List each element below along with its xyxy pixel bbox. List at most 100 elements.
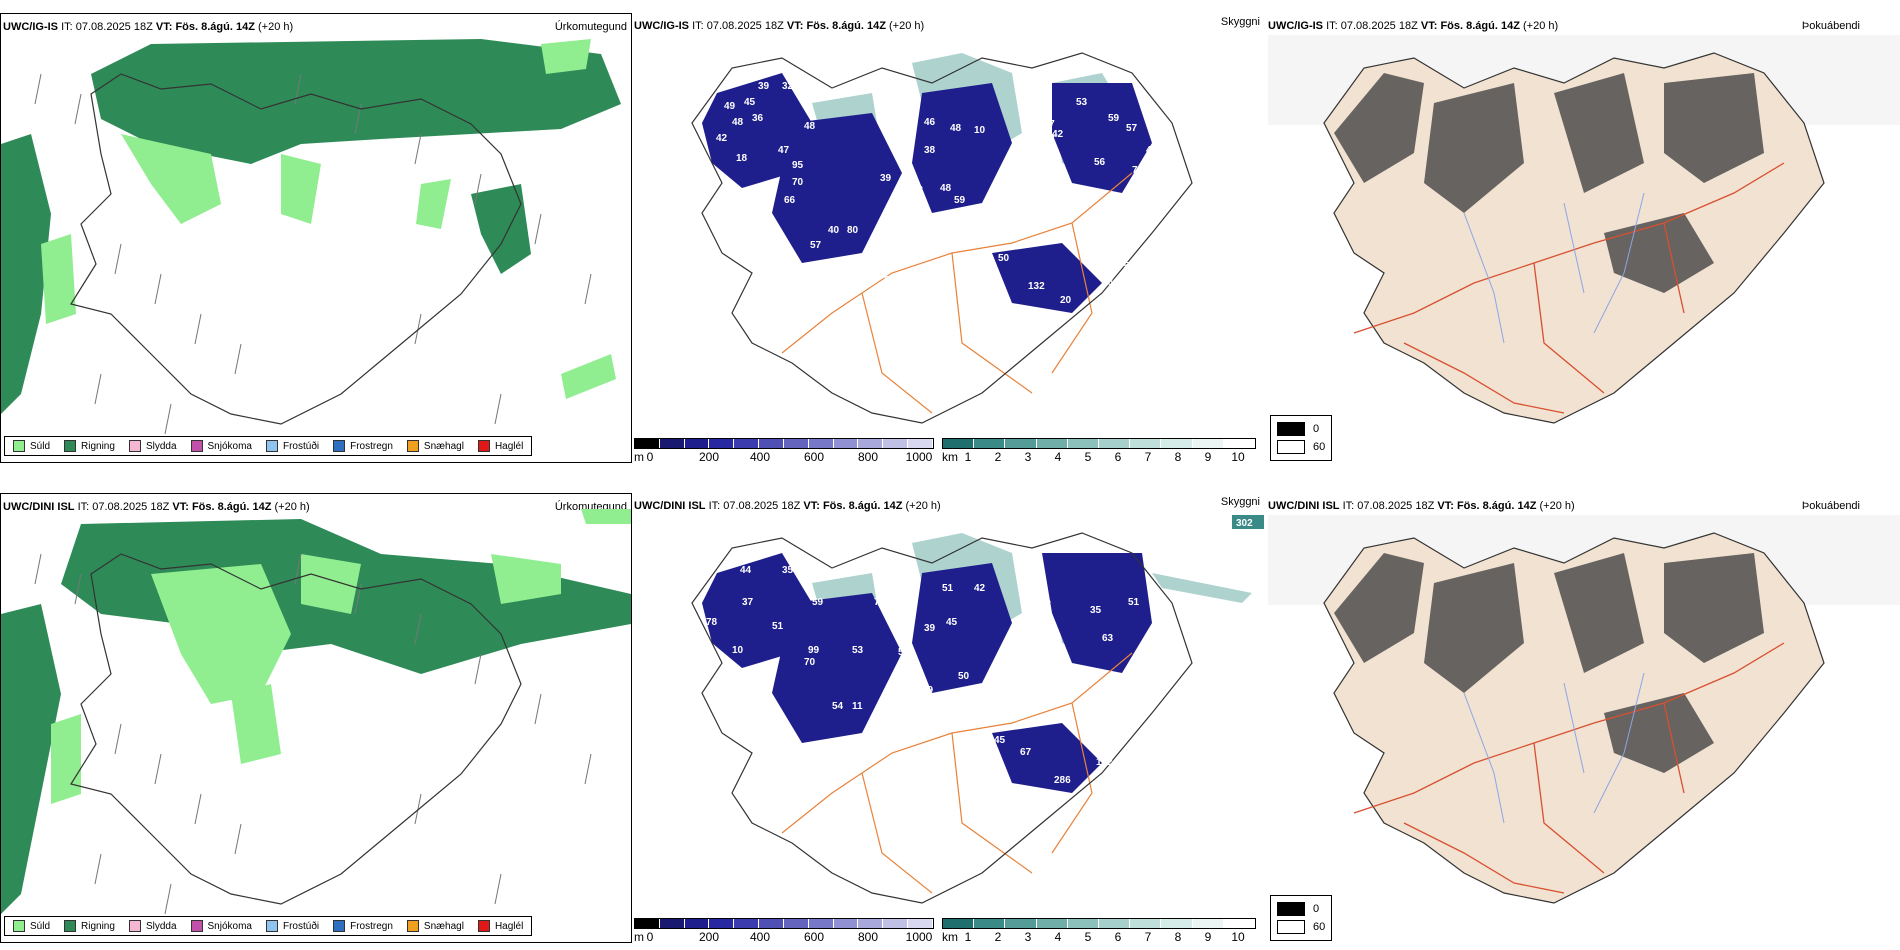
legend-item: Rigning <box>64 440 115 452</box>
color-swatch <box>1130 919 1162 928</box>
label: 32 <box>782 81 794 92</box>
label: Haglél <box>494 920 524 932</box>
panel-product-title: Skyggni <box>1220 16 1260 28</box>
label: IT: <box>1326 20 1338 32</box>
legend-item: Frostúði <box>265 440 319 452</box>
label: Súld <box>30 920 51 932</box>
legend-item: Frostregn <box>333 920 393 932</box>
color-swatch <box>808 439 834 448</box>
label: 70 <box>792 177 804 188</box>
colorbar-ticks: km 1 2 3 4 5 6 7 8 9 10 <box>942 929 1256 943</box>
label: 9 <box>1204 930 1212 943</box>
label: UWC/DINI ISL <box>1268 500 1340 512</box>
rain-areas <box>1 39 621 414</box>
label: 0 <box>646 450 654 463</box>
label: 9 <box>1204 450 1212 463</box>
label: 52 <box>896 699 908 710</box>
it-value: 07.08.2025 18Z <box>75 21 153 33</box>
fog-legend-item: 0 <box>1277 420 1325 438</box>
label: 4 <box>1054 930 1062 943</box>
label: 6 <box>1114 450 1122 463</box>
cloud-visibility-panel-row1: UWC/IG-IS IT: 07.08.2025 18Z VT: Fös. 8.… <box>632 13 1264 463</box>
cloud-base-areas <box>702 553 1152 793</box>
label: UWC/DINI ISL <box>3 501 75 513</box>
label: 36 <box>1026 581 1038 592</box>
color-swatch <box>1067 439 1100 448</box>
label: Snæhagl <box>423 920 464 932</box>
legend-item: Slydda <box>128 440 177 452</box>
rivers <box>1463 192 1645 344</box>
colorbar-ticks: km 1 2 3 4 5 6 7 8 9 10 <box>942 449 1256 463</box>
label: Rigning <box>81 920 115 932</box>
precip-type-panel-row1: UWC/IG-IS IT: 07.08.2025 18Z VT: Fös. 8.… <box>0 13 632 463</box>
label: 166 <box>942 211 959 222</box>
color-swatch <box>883 439 909 448</box>
label: VT: <box>786 20 804 32</box>
label: 56 <box>1094 157 1106 168</box>
label: 49 <box>724 101 736 112</box>
color-swatch <box>734 919 760 928</box>
label: 50 <box>882 261 894 272</box>
color-swatch <box>659 439 685 448</box>
label: Snæhagl <box>423 440 464 452</box>
label: Snjókoma <box>207 920 252 932</box>
label: 107 <box>1038 119 1055 130</box>
color-swatch <box>908 919 933 928</box>
label: 8 <box>1174 450 1182 463</box>
color-swatch <box>759 439 784 448</box>
label: 46 <box>1024 599 1036 610</box>
label: 0 <box>646 930 654 943</box>
label: 75 <box>1132 165 1144 176</box>
label: 53 <box>1076 97 1088 108</box>
roads <box>781 172 1133 414</box>
label: 48 <box>732 117 744 128</box>
label: 60 <box>1313 441 1326 453</box>
legend-item: Rigning <box>64 920 115 932</box>
panel-product-title: Þokuábendi <box>1801 500 1860 512</box>
label: 50 <box>856 755 868 766</box>
label: UWC/DINI ISL <box>634 500 706 512</box>
label: Snjókoma <box>207 440 252 452</box>
label: 1 <box>964 930 972 943</box>
color-swatch <box>477 440 490 452</box>
precip-map <box>1 39 621 435</box>
label: 82 <box>1046 691 1058 702</box>
color-swatch <box>659 919 685 928</box>
label: 50 <box>958 671 970 682</box>
color-swatch <box>635 439 660 448</box>
label: 42 <box>1052 129 1064 140</box>
cloud-base-areas <box>702 73 1152 313</box>
fog-legend-row2: 0 60 <box>1270 895 1333 941</box>
color-swatch <box>64 920 77 932</box>
color-swatch <box>684 919 710 928</box>
label: 11 <box>852 701 863 712</box>
panel-product-title: Skyggni <box>1220 496 1260 508</box>
label: 38 <box>924 145 936 156</box>
label: 5 <box>1084 450 1092 463</box>
label: 53 <box>852 645 864 656</box>
label: (+20 h) <box>274 501 310 513</box>
label: 99 <box>808 645 820 656</box>
fog-map <box>1268 35 1900 424</box>
label: 59 <box>812 597 824 608</box>
color-swatch <box>333 440 346 452</box>
label: Slydda <box>145 920 177 932</box>
precip-type-panel-row2: UWC/DINI ISL IT: 07.08.2025 18Z VT: Fös.… <box>0 493 632 943</box>
panel-product-title: Þokuábendi <box>1801 20 1860 32</box>
label: 141 <box>982 213 999 224</box>
label: 60 <box>882 125 894 136</box>
wind-barbs <box>34 73 592 435</box>
color-swatch <box>1005 439 1037 448</box>
label: VT: <box>1420 20 1438 32</box>
panel-header: UWC/DINI ISL IT: 07.08.2025 18Z VT: Fös.… <box>1268 500 1575 513</box>
label: 56 <box>900 607 912 618</box>
label: (+20 h) <box>1539 500 1575 512</box>
label: 07.08.2025 18Z <box>723 500 801 512</box>
label: 286 <box>1054 775 1071 786</box>
label: 63 <box>912 185 924 196</box>
label: 67 <box>1020 747 1032 758</box>
label: 55 <box>890 621 902 632</box>
precip-legend: Súld Rigning Slydda Snjókoma Frostúði Fr… <box>4 916 533 936</box>
color-swatch <box>943 439 975 448</box>
color-swatch <box>709 439 735 448</box>
